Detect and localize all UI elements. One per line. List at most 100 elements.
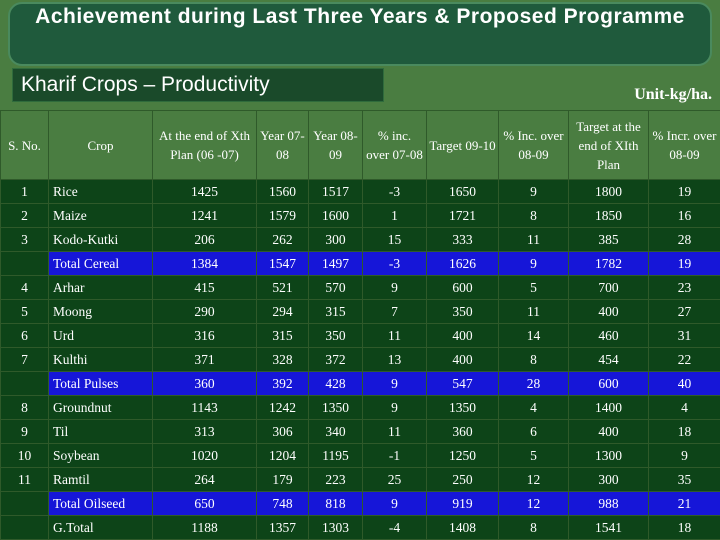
cell-year-07-08: 315 xyxy=(256,323,309,348)
cell-target-xith: 1782 xyxy=(568,251,649,276)
cell-xth-plan: 650 xyxy=(152,491,257,516)
cell-target-09-10: 350 xyxy=(426,299,499,324)
cell-xth-plan: 206 xyxy=(152,227,257,252)
cell-incr-08-09: 28 xyxy=(648,227,720,252)
cell-inc-08-09: 12 xyxy=(498,467,569,492)
cell-year-08-09: 1350 xyxy=(308,395,363,420)
total-row: Total Pulses 360 392 428 9 547 28 600 40 xyxy=(0,371,720,396)
cell-xth-plan: 290 xyxy=(152,299,257,324)
cell-year-07-08: 1204 xyxy=(256,443,309,468)
table-body: 1 Rice 1425 1560 1517 -3 1650 9 1800 19 2 Maize 1241… xyxy=(0,179,720,540)
cell-inc-08-09: 12 xyxy=(498,491,569,516)
cell-inc-08-09: 9 xyxy=(498,251,569,276)
cell-year-08-09: 1497 xyxy=(308,251,363,276)
cell-target-xith: 400 xyxy=(568,299,649,324)
cell-year-07-08: 294 xyxy=(256,299,309,324)
table-row: 8 Groundnut 1143 1242 1350 9 1350 4 1400 4 xyxy=(0,395,720,420)
cell-xth-plan: 1020 xyxy=(152,443,257,468)
cell-crop: Total Pulses xyxy=(48,371,153,396)
cell-inc-08-09: 28 xyxy=(498,371,569,396)
cell-target-xith: 1400 xyxy=(568,395,649,420)
cell-year-08-09: 818 xyxy=(308,491,363,516)
cell-crop: Rice xyxy=(48,179,153,204)
cell-target-09-10: 333 xyxy=(426,227,499,252)
cell-year-07-08: 748 xyxy=(256,491,309,516)
cell-target-xith: 1300 xyxy=(568,443,649,468)
table-row: 5 Moong 290 294 315 7 350 11 400 27 xyxy=(0,299,720,324)
table-row: 7 Kulthi 371 328 372 13 400 8 454 22 xyxy=(0,347,720,372)
cell-sno xyxy=(0,371,49,396)
cell-xth-plan: 360 xyxy=(152,371,257,396)
cell-inc-08-09: 5 xyxy=(498,443,569,468)
cell-target-09-10: 1350 xyxy=(426,395,499,420)
cell-year-07-08: 306 xyxy=(256,419,309,444)
cell-year-08-09: 1303 xyxy=(308,515,363,540)
cell-incr-08-09: 35 xyxy=(648,467,720,492)
cell-year-07-08: 328 xyxy=(256,347,309,372)
cell-inc-07-08: 13 xyxy=(362,347,427,372)
header-year-07-08: Year 07-08 xyxy=(256,110,309,180)
cell-xth-plan: 313 xyxy=(152,419,257,444)
cell-target-xith: 454 xyxy=(568,347,649,372)
header-year-08-09: Year 08-09 xyxy=(308,110,363,180)
cell-sno: 8 xyxy=(0,395,49,420)
header-inc-over-07-08: % inc. over 07-08 xyxy=(362,110,427,180)
cell-target-xith: 300 xyxy=(568,467,649,492)
cell-inc-07-08: 11 xyxy=(362,323,427,348)
cell-sno: 4 xyxy=(0,275,49,300)
cell-target-xith: 385 xyxy=(568,227,649,252)
cell-inc-07-08: -3 xyxy=(362,179,427,204)
header-inc-over-08-09: % Inc. over 08-09 xyxy=(498,110,569,180)
cell-year-07-08: 1242 xyxy=(256,395,309,420)
cell-sno: 5 xyxy=(0,299,49,324)
cell-xth-plan: 1425 xyxy=(152,179,257,204)
header-target-xith-plan: Target at the end of XIth Plan xyxy=(568,110,649,180)
cell-inc-08-09: 11 xyxy=(498,299,569,324)
cell-sno xyxy=(0,491,49,516)
cell-target-xith: 700 xyxy=(568,275,649,300)
cell-year-07-08: 179 xyxy=(256,467,309,492)
cell-sno: 11 xyxy=(0,467,49,492)
cell-sno: 1 xyxy=(0,179,49,204)
title-banner xyxy=(8,2,712,66)
cell-crop: Kulthi xyxy=(48,347,153,372)
cell-crop: G.Total xyxy=(48,515,153,540)
cell-incr-08-09: 4 xyxy=(648,395,720,420)
cell-crop: Kodo-Kutki xyxy=(48,227,153,252)
cell-inc-08-09: 9 xyxy=(498,179,569,204)
table-row: 2 Maize 1241 1579 1600 1 1721 8 1850 16 xyxy=(0,203,720,228)
cell-incr-08-09: 40 xyxy=(648,371,720,396)
cell-inc-07-08: 1 xyxy=(362,203,427,228)
cell-year-08-09: 315 xyxy=(308,299,363,324)
cell-xth-plan: 1241 xyxy=(152,203,257,228)
cell-incr-08-09: 23 xyxy=(648,275,720,300)
cell-inc-07-08: 25 xyxy=(362,467,427,492)
cell-inc-07-08: 9 xyxy=(362,395,427,420)
cell-incr-08-09: 22 xyxy=(648,347,720,372)
cell-incr-08-09: 31 xyxy=(648,323,720,348)
cell-year-08-09: 340 xyxy=(308,419,363,444)
table-row: 11 Ramtil 264 179 223 25 250 12 300 35 xyxy=(0,467,720,492)
cell-target-09-10: 1408 xyxy=(426,515,499,540)
cell-target-xith: 988 xyxy=(568,491,649,516)
cell-year-07-08: 1579 xyxy=(256,203,309,228)
cell-xth-plan: 1188 xyxy=(152,515,257,540)
cell-target-xith: 600 xyxy=(568,371,649,396)
unit-label: Unit-kg/ha. xyxy=(634,86,712,103)
cell-sno: 3 xyxy=(0,227,49,252)
cell-inc-08-09: 8 xyxy=(498,347,569,372)
total-row: Total Oilseed 650 748 818 9 919 12 988 21 xyxy=(0,491,720,516)
cell-crop: Total Cereal xyxy=(48,251,153,276)
cell-incr-08-09: 9 xyxy=(648,443,720,468)
header-incr-over-08-09: % Incr. over 08-09 xyxy=(648,110,720,180)
cell-sno xyxy=(0,251,49,276)
cell-year-08-09: 428 xyxy=(308,371,363,396)
cell-xth-plan: 415 xyxy=(152,275,257,300)
cell-inc-07-08: -3 xyxy=(362,251,427,276)
cell-incr-08-09: 16 xyxy=(648,203,720,228)
cell-target-09-10: 1721 xyxy=(426,203,499,228)
cell-year-08-09: 1517 xyxy=(308,179,363,204)
table-row: 6 Urd 316 315 350 11 400 14 460 31 xyxy=(0,323,720,348)
cell-year-08-09: 300 xyxy=(308,227,363,252)
cell-inc-07-08: 9 xyxy=(362,491,427,516)
